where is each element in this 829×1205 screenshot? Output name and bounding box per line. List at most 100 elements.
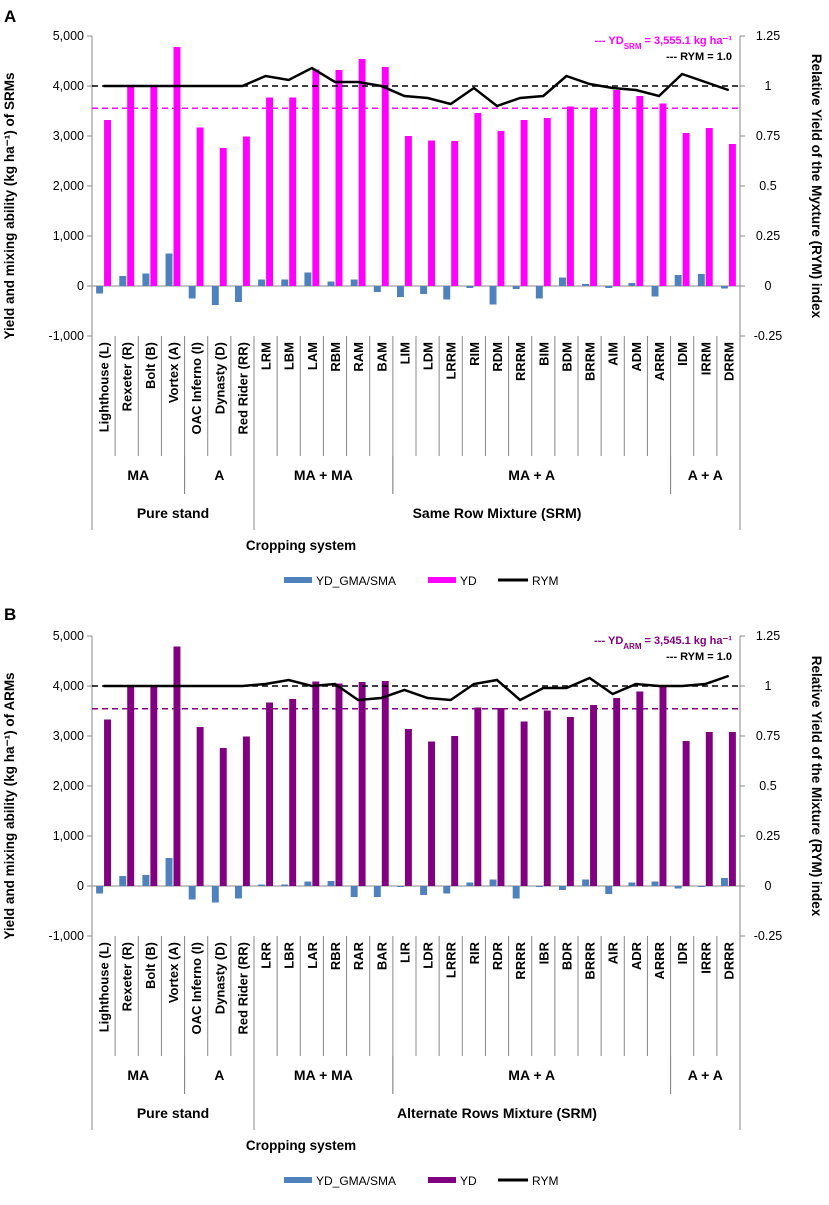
bar-yd [335, 70, 343, 286]
left-tick-label: 0 [77, 879, 84, 893]
bar-yd [520, 120, 528, 286]
rym-point [380, 697, 383, 699]
rym-point [195, 685, 197, 687]
bar-yd [404, 729, 412, 886]
left-tick-label: -1,000 [49, 329, 84, 343]
category-label: RBM [328, 342, 343, 372]
legend-label: YD_GMA/SMA [316, 574, 396, 588]
bar-yd [566, 106, 574, 286]
rym-point [403, 689, 406, 691]
rym-point [496, 679, 498, 681]
bar-yd-gma-sma [258, 279, 266, 286]
category-label: LDR [421, 941, 436, 968]
rym-point [727, 89, 730, 91]
bar-yd [705, 732, 713, 886]
left-tick-label: 2,000 [53, 779, 84, 793]
left-tick-label: 0 [77, 279, 84, 293]
category-label: Rexeter (R) [120, 942, 135, 1011]
bar-yd [219, 748, 227, 886]
bar-yd [150, 686, 158, 886]
rym-point [149, 685, 151, 687]
bar-yd [289, 699, 297, 886]
bar-yd-gma-sma [628, 283, 636, 286]
right-tick-label: 0.5 [759, 779, 776, 793]
rym-point [334, 683, 336, 685]
category-label: LBR [282, 941, 297, 968]
bar-yd-gma-sma [582, 879, 590, 886]
left-tick-label: 2,000 [53, 179, 84, 193]
bar-yd-gma-sma [651, 881, 659, 886]
category-label: LBM [282, 342, 297, 370]
legend-label: RYM [532, 1174, 558, 1188]
bar-yd-gma-sma [142, 875, 150, 886]
right-tick-label: 0 [765, 879, 772, 893]
category-label: RIR [467, 941, 482, 964]
category-label: Dynasty (D) [212, 942, 227, 1014]
category-label: LRR [259, 941, 274, 968]
right-tick-label: 0.75 [756, 129, 780, 143]
bar-yd-gma-sma [489, 286, 497, 305]
bar-yd-gma-sma [211, 286, 219, 305]
category-label: LAM [305, 342, 320, 370]
left-tick-label: -1,000 [49, 929, 84, 943]
bar-yd-gma-sma [697, 274, 705, 286]
rym-reference-annotation: --- RYM = 1.0 [666, 651, 732, 663]
rym-point [218, 85, 221, 87]
rym-point [519, 699, 521, 701]
bar-yd [636, 96, 644, 286]
rym-point [704, 81, 707, 83]
legend-swatch-yd [428, 577, 456, 583]
right-tick-label: 0 [765, 279, 772, 293]
bar-yd-gma-sma [304, 881, 312, 886]
bar-yd-gma-sma [512, 286, 520, 289]
legend-label: YD_GMA/SMA [316, 1174, 396, 1188]
category-label: BRRM [583, 342, 598, 381]
left-tick-label: 3,000 [53, 729, 84, 743]
left-tick-label: 4,000 [53, 679, 84, 693]
bar-yd [705, 128, 713, 286]
rym-point [496, 105, 498, 107]
bar-yd-gma-sma [466, 286, 474, 288]
left-tick-label: 4,000 [53, 79, 84, 93]
left-axis-title: Yield and mixing ability (kg ha⁻¹) of SR… [2, 73, 17, 340]
bar-yd-gma-sma [396, 286, 404, 297]
bar-yd-gma-sma [350, 886, 358, 897]
rym-point [426, 97, 429, 99]
rym-point [172, 85, 174, 87]
panel-label: A [4, 7, 16, 26]
bar-yd-gma-sma [327, 881, 335, 886]
bar-yd-gma-sma [96, 286, 104, 294]
bar-yd [474, 707, 482, 886]
bar-yd-gma-sma [188, 286, 196, 299]
category-label: LDM [421, 342, 436, 370]
system-label: Pure stand [137, 505, 209, 521]
rym-point [264, 75, 267, 77]
bar-yd [497, 708, 505, 886]
rym-point [658, 685, 660, 687]
bar-yd [682, 741, 690, 886]
right-tick-label: -0.25 [754, 329, 783, 343]
bar-yd [451, 141, 459, 286]
right-tick-label: 1 [765, 679, 772, 693]
category-label: BRRR [583, 941, 598, 979]
category-label: AIR [606, 941, 621, 964]
group-label: A [214, 467, 224, 483]
rym-point [357, 81, 359, 83]
category-label: DRRM [721, 342, 736, 381]
bar-yd [497, 131, 505, 286]
bar-yd [428, 741, 436, 886]
bar-yd-gma-sma [119, 276, 127, 286]
bar-yd [196, 727, 204, 886]
bar-yd [104, 719, 112, 886]
rym-point [565, 75, 568, 77]
chart-panel-a: A 5,000 4,000 3,000 2,000 1,000 0 -1,000 1.25 1 0.… [2, 7, 824, 588]
rym-line [103, 66, 729, 108]
legend: YD_GMA/SMA YD RYM [284, 574, 558, 588]
rym-point [727, 675, 730, 677]
category-label: IDR [675, 941, 690, 964]
category-label: RRRM [513, 342, 528, 381]
category-label: AIM [606, 342, 621, 366]
rym-reference-annotation: --- RYM = 1.0 [666, 51, 732, 63]
category-label: LRRR [444, 941, 459, 978]
bar-yd [312, 69, 320, 286]
